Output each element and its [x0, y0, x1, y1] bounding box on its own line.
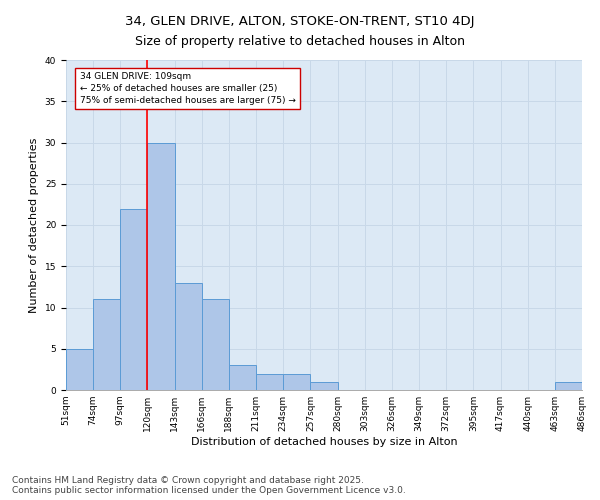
Bar [66, 349, 93, 390]
Bar [283, 374, 310, 390]
Text: 34, GLEN DRIVE, ALTON, STOKE-ON-TRENT, ST10 4DJ: 34, GLEN DRIVE, ALTON, STOKE-ON-TRENT, S… [125, 15, 475, 28]
Text: 34 GLEN DRIVE: 109sqm
← 25% of detached houses are smaller (25)
75% of semi-deta: 34 GLEN DRIVE: 109sqm ← 25% of detached … [80, 72, 295, 105]
Text: Size of property relative to detached houses in Alton: Size of property relative to detached ho… [135, 35, 465, 48]
Bar [256, 374, 283, 390]
Bar [175, 283, 202, 390]
Bar [202, 299, 229, 390]
Bar [93, 299, 121, 390]
Bar [229, 365, 256, 390]
X-axis label: Distribution of detached houses by size in Alton: Distribution of detached houses by size … [191, 437, 457, 447]
Bar [555, 382, 582, 390]
Bar [148, 142, 175, 390]
Bar [121, 208, 148, 390]
Bar [310, 382, 338, 390]
Text: Contains HM Land Registry data © Crown copyright and database right 2025.
Contai: Contains HM Land Registry data © Crown c… [12, 476, 406, 495]
Y-axis label: Number of detached properties: Number of detached properties [29, 138, 39, 312]
